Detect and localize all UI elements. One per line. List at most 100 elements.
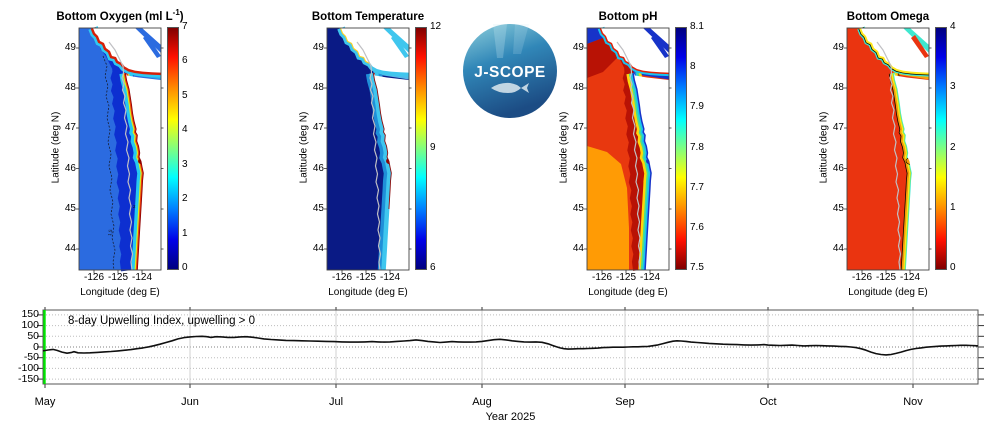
logo-circle	[463, 24, 557, 118]
colorbar-tick-label: 7.5	[690, 262, 704, 273]
colorbar-tick-label: 2	[950, 141, 956, 153]
colorbar-tick-label: 12	[430, 21, 442, 32]
colorbar-tick-label: 7.7	[690, 181, 704, 193]
oxygen-map-art: 1.5 2	[76, 26, 164, 274]
lat-tick-label: 46	[64, 162, 76, 174]
lat-tick-label: 49	[832, 42, 844, 53]
colorbar-tick-label: 7	[182, 21, 188, 32]
y-axis-label: Latitude (deg N)	[558, 111, 570, 184]
contour-label-2: 2	[133, 204, 136, 209]
ts-month-label: Aug	[472, 396, 492, 408]
y-axis-label: Latitude (deg N)	[818, 111, 830, 184]
lon-tick-label: -126	[331, 272, 352, 283]
ts-y-tick-label: -100	[17, 361, 39, 374]
lon-tick-label: -125	[107, 272, 128, 283]
colorbar-tick-label: 8	[690, 61, 696, 73]
ts-month-label: Sep	[615, 396, 635, 408]
contour-label-1-5: 1.5	[107, 229, 113, 237]
lat-tick-label: 46	[832, 162, 844, 174]
lat-tick-label: 47	[832, 122, 844, 133]
lat-tick-label: 46	[312, 162, 324, 174]
map-axis-ticks	[584, 47, 672, 274]
map-panel-bottom-temperature: Bottom Temperature Latitude (deg N)	[291, 0, 461, 300]
colorbar-ph	[675, 27, 687, 270]
omega-map-art	[844, 26, 932, 274]
lon-tick-label: -126	[851, 272, 872, 283]
lat-tick-label: 46	[572, 162, 584, 174]
colorbar-tick-label: 3	[182, 158, 188, 170]
lon-tick-label: -126	[83, 272, 104, 283]
lat-tick-label: 45	[832, 203, 844, 214]
ts-month-label: Oct	[759, 396, 777, 408]
map-panel-bottom-ph: Bottom pH Latitude (deg N)	[551, 0, 721, 300]
colorbar-tick-label: 0	[182, 262, 188, 273]
colorbar-oxygen	[167, 27, 179, 270]
colorbar-tick-label: 8.1	[690, 21, 704, 32]
x-axis-label: Longitude (deg E)	[328, 287, 408, 298]
colorbar-tick-label: 1	[950, 201, 956, 213]
upwelling-annotation: 8-day Upwelling Index, upwelling > 0	[68, 315, 255, 327]
lat-tick-label: 45	[572, 203, 584, 214]
colorbar-tick-label: 3	[950, 81, 956, 93]
oxygen-map: 1.5 2	[76, 26, 164, 274]
timeseries-x-axis-label: Year 2025	[485, 411, 536, 423]
colorbar-tick-label: 7.8	[690, 141, 704, 153]
ts-month-label: Jun	[181, 396, 199, 408]
map-axis-ticks	[76, 47, 164, 274]
lat-tick-label: 44	[312, 243, 324, 254]
colorbar-tick-label: 4	[950, 21, 956, 32]
ts-y-tick-label: 0	[33, 340, 39, 353]
lat-tick-label: 49	[572, 42, 584, 53]
lat-tick-label: 45	[64, 203, 76, 214]
lat-tick-label: 44	[64, 243, 76, 254]
lat-tick-label: 45	[312, 203, 324, 214]
colorbar-tick-label: 4	[182, 124, 188, 136]
colorbar-tick-label: 1	[182, 227, 188, 239]
lat-tick-label: 48	[64, 82, 76, 93]
colorbar-tick-label: 7.6	[690, 221, 704, 233]
lon-tick-label: -125	[615, 272, 636, 283]
colorbar-tick-label: 6	[430, 262, 436, 273]
logo-lightray	[513, 24, 529, 54]
x-axis-label: Longitude (deg E)	[588, 287, 668, 298]
lat-tick-label: 48	[572, 82, 584, 93]
lon-tick-label: -124	[379, 272, 400, 283]
map-panel-bottom-oxygen: Bottom Oxygen (ml L-1) Latitude (deg N)	[43, 0, 213, 300]
ts-y-tick-label: 150	[21, 308, 39, 321]
colorbar-tick-label: 9	[430, 141, 436, 153]
jscope-logo: J-SCOPE	[463, 24, 557, 118]
logo-text: J-SCOPE	[474, 64, 546, 81]
lat-tick-label: 49	[64, 42, 76, 53]
y-axis-label: Latitude (deg N)	[50, 111, 62, 184]
ph-map-art	[584, 26, 672, 274]
lon-tick-label: -124	[639, 272, 660, 283]
panel-title: Bottom pH	[598, 10, 658, 23]
temperature-map	[324, 26, 412, 274]
lat-tick-label: 47	[572, 122, 584, 133]
map-panel-bottom-omega: Bottom Omega Latitude (deg N)	[811, 0, 981, 300]
panel-title: Bottom Omega	[846, 10, 930, 23]
colorbar-tick-label: 6	[182, 55, 188, 67]
lat-tick-label: 44	[832, 243, 844, 254]
logo-fish-icon	[491, 82, 529, 93]
panel-title: Bottom Oxygen (ml L-1)	[56, 8, 184, 23]
lat-tick-label: 47	[64, 122, 76, 133]
y-axis-label: Latitude (deg N)	[298, 111, 310, 184]
lat-tick-label: 48	[312, 82, 324, 93]
lat-tick-label: 47	[312, 122, 324, 133]
lat-tick-label: 44	[572, 243, 584, 254]
map-axis-ticks	[324, 47, 412, 274]
colorbar-temperature	[415, 27, 427, 270]
map-axis-ticks	[844, 47, 932, 274]
upwelling-index-plot	[37, 307, 984, 388]
ph-map	[584, 26, 672, 274]
ts-y-tick-label: 50	[27, 329, 39, 342]
panel-title: Bottom Temperature	[311, 10, 425, 23]
ts-y-tick-label: -50	[23, 351, 39, 364]
lon-tick-label: -126	[591, 272, 612, 283]
x-axis-label: Longitude (deg E)	[848, 287, 928, 298]
upwelling-index-line	[42, 335, 979, 356]
omega-map	[844, 26, 932, 274]
colorbar-tick-label: 0	[950, 262, 956, 273]
